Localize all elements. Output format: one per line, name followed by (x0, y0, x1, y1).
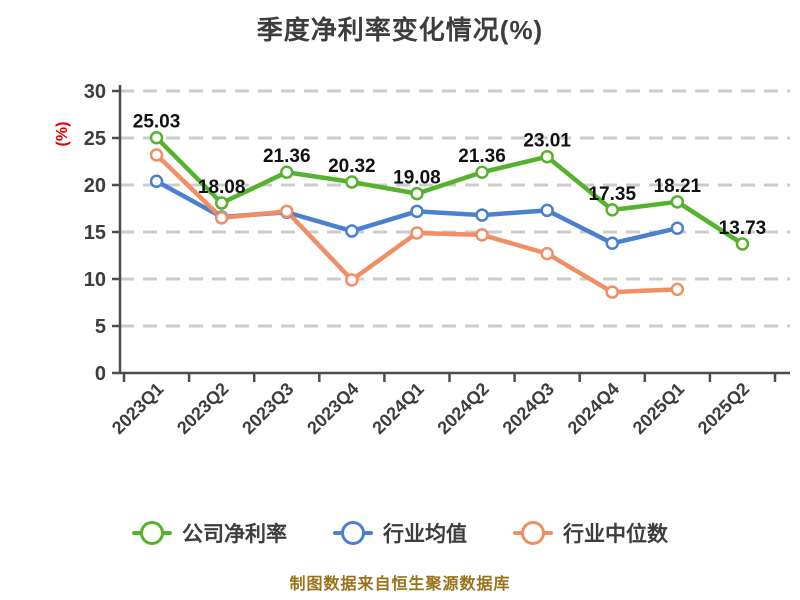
y-tick-label: 20 (84, 175, 106, 197)
x-tick-label: 2023Q3 (238, 379, 297, 438)
data-point-0-2023Q4[interactable] (345, 175, 359, 189)
data-point-1-2024Q1[interactable] (410, 204, 424, 219)
data-point-2-2025Q1[interactable] (670, 282, 685, 297)
x-tick-label: 2024Q1 (368, 379, 427, 438)
value-label: 19.08 (393, 168, 441, 189)
data-point-0-2023Q1[interactable] (149, 130, 164, 145)
data-point-0-2025Q1[interactable] (670, 195, 685, 209)
value-label: 17.35 (588, 184, 636, 205)
data-point-1-2024Q3[interactable] (540, 203, 554, 218)
data-point-2-2023Q2[interactable] (214, 211, 229, 225)
y-tick-label: 15 (84, 222, 106, 244)
value-label: 25.03 (133, 112, 181, 133)
legend-item-industry-median[interactable]: 行业中位数 (513, 518, 668, 548)
value-label: 23.01 (523, 131, 571, 152)
legend-label: 公司净利率 (182, 523, 287, 546)
y-tick-label: 10 (84, 269, 106, 291)
legend-label: 行业均值 (383, 523, 467, 546)
value-label: 20.32 (328, 156, 376, 177)
data-point-2-2024Q3[interactable] (540, 246, 554, 261)
data-source-note: 制图数据来自恒生聚源数据库 (289, 576, 511, 593)
x-tick-label: 2025Q1 (629, 379, 688, 438)
x-tick-label: 2023Q1 (108, 379, 167, 438)
series-line-0 (154, 135, 745, 247)
legend-marker-orange (513, 519, 553, 547)
data-point-0-2024Q3[interactable] (540, 149, 554, 164)
x-tick-label: 2024Q4 (564, 379, 623, 438)
data-point-2-2024Q1[interactable] (410, 226, 424, 240)
legend-item-industry-mean[interactable]: 行业均值 (333, 518, 467, 548)
x-tick-label: 2024Q2 (433, 379, 492, 438)
x-tick-label: 2023Q2 (173, 379, 232, 438)
y-tick-label: 30 (84, 81, 106, 103)
value-label: 18.08 (198, 177, 246, 198)
y-tick-label: 25 (84, 128, 106, 150)
value-label: 18.21 (654, 176, 702, 197)
data-point-2-2024Q2[interactable] (475, 228, 489, 242)
y-tick-label: 0 (95, 363, 106, 385)
data-point-1-2023Q1[interactable] (149, 174, 164, 188)
data-point-1-2024Q2[interactable] (475, 208, 489, 222)
value-label: 21.36 (458, 146, 506, 167)
legend-marker-blue (333, 519, 373, 547)
legend-item-company-net-margin[interactable]: 公司净利率 (132, 518, 287, 548)
data-point-1-2024Q4[interactable] (605, 236, 619, 251)
legend-marker-green (132, 519, 172, 547)
data-point-1-2025Q1[interactable] (670, 221, 685, 235)
x-tick-label: 2024Q3 (499, 379, 558, 438)
value-label: 13.73 (719, 218, 767, 239)
chart-legend: 公司净利率 行业均值 行业中位数 (0, 518, 800, 548)
legend-label: 行业中位数 (563, 523, 668, 546)
data-point-0-2024Q2[interactable] (475, 165, 489, 179)
y-tick-label: 5 (95, 316, 106, 338)
data-point-0-2023Q2[interactable] (214, 196, 229, 210)
data-point-0-2025Q2[interactable] (735, 237, 750, 251)
chart-title: 季度净利率变化情况(%) (256, 15, 544, 45)
data-point-2-2023Q4[interactable] (345, 273, 359, 287)
data-point-0-2024Q1[interactable] (410, 186, 424, 201)
data-point-0-2023Q3[interactable] (280, 165, 294, 179)
data-point-0-2024Q4[interactable] (605, 203, 619, 217)
data-point-2-2023Q3[interactable] (280, 204, 294, 219)
x-tick-label: 2023Q4 (303, 379, 362, 438)
value-label: 21.36 (263, 146, 311, 167)
x-tick-label: 2025Q2 (694, 379, 753, 438)
data-point-1-2023Q4[interactable] (345, 224, 359, 238)
data-point-2-2023Q1[interactable] (149, 148, 164, 162)
data-point-2-2024Q4[interactable] (605, 285, 619, 299)
